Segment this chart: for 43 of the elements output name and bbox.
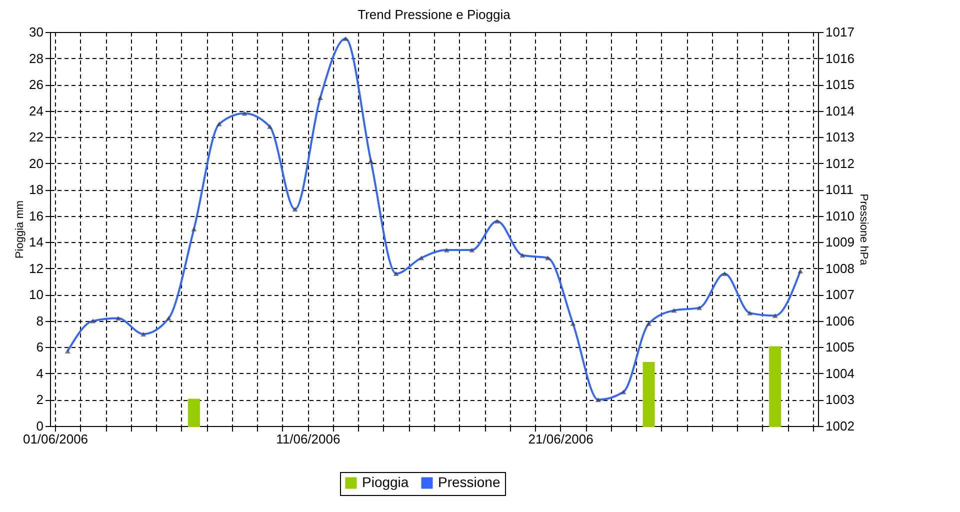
legend-label: Pressione [438,474,500,490]
y2-tick-label: 1006 [826,313,854,328]
y-tick-label: 26 [29,77,44,92]
y-tick-label: 10 [29,287,44,302]
y2-tick-label: 1008 [826,260,854,276]
y2-tick-label: 1002 [826,418,854,434]
y-axis-title: Pioggia mm [14,200,26,259]
y-tick-label: 24 [29,103,44,118]
chart-title: Trend Pressione e Pioggia [358,7,512,22]
x-tick-label: 01/06/2006 [22,432,88,446]
y2-tick-label: 1004 [826,366,854,381]
y2-tick-label: 1013 [826,130,854,145]
y2-tick-label: 1009 [826,234,854,250]
y-tick-label: 30 [29,24,44,40]
y2-tick-label: 1005 [826,340,854,355]
y2-tick-label: 1007 [826,287,854,302]
y-tick-label: 4 [36,366,44,381]
y-tick-label: 14 [29,234,44,250]
y2-tick-label: 1003 [826,392,854,408]
y-tick-label: 16 [29,208,44,224]
y-tick-label: 28 [29,50,44,66]
y-tick-label: 12 [29,260,44,276]
y2-axis-title: Pressione hPa [857,194,870,266]
y-tick-label: 20 [29,156,44,171]
bar [769,346,782,427]
x-tick-label: 11/06/2006 [276,432,340,446]
x-tick-label: 21/06/2006 [528,432,594,446]
y-tick-label: 6 [36,340,44,355]
y-tick-label: 0 [36,418,44,434]
y2-tick-label: 1012 [826,156,854,171]
y2-tick-label: 1015 [826,77,854,92]
y-tick-label: 2 [36,392,44,408]
legend-label: Pioggia [362,474,409,490]
y2-tick-label: 1011 [826,182,854,198]
y-tick-label: 18 [29,182,44,198]
y-tick-label: 8 [36,313,44,328]
y2-tick-label: 1016 [826,50,854,66]
y2-tick-label: 1014 [826,103,854,118]
bar [188,398,200,427]
y2-tick-label: 1010 [826,208,854,224]
bar [642,362,655,427]
y-tick-label: 22 [29,130,44,145]
y2-tick-label: 1017 [826,24,854,40]
